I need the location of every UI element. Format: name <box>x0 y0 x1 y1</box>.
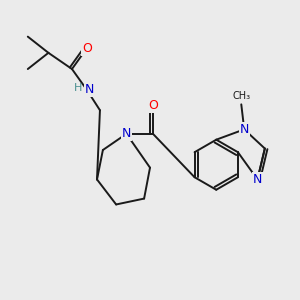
Text: O: O <box>82 42 92 55</box>
Text: N: N <box>253 173 262 186</box>
Text: N: N <box>122 127 131 140</box>
Text: CH₃: CH₃ <box>232 91 250 101</box>
Text: H: H <box>74 82 83 93</box>
Text: O: O <box>148 99 158 112</box>
Text: N: N <box>84 83 94 96</box>
Text: N: N <box>239 123 249 136</box>
